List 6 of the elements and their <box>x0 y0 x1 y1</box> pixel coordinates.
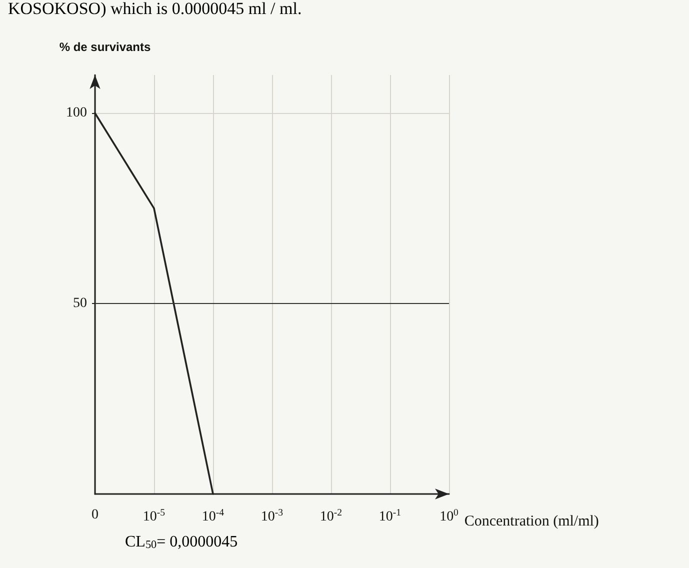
text: KOSOKOSO) which is 0.0000045 ml / ml. <box>8 0 302 18</box>
y-tick-label: 50 <box>73 296 87 312</box>
x-axis-title: Concentration (ml/ml) <box>464 514 599 530</box>
text: CL50= 0,0000045 <box>125 534 238 551</box>
x-tick-label: 0 <box>92 508 98 522</box>
y-axis-title: % de survivants <box>59 40 152 54</box>
